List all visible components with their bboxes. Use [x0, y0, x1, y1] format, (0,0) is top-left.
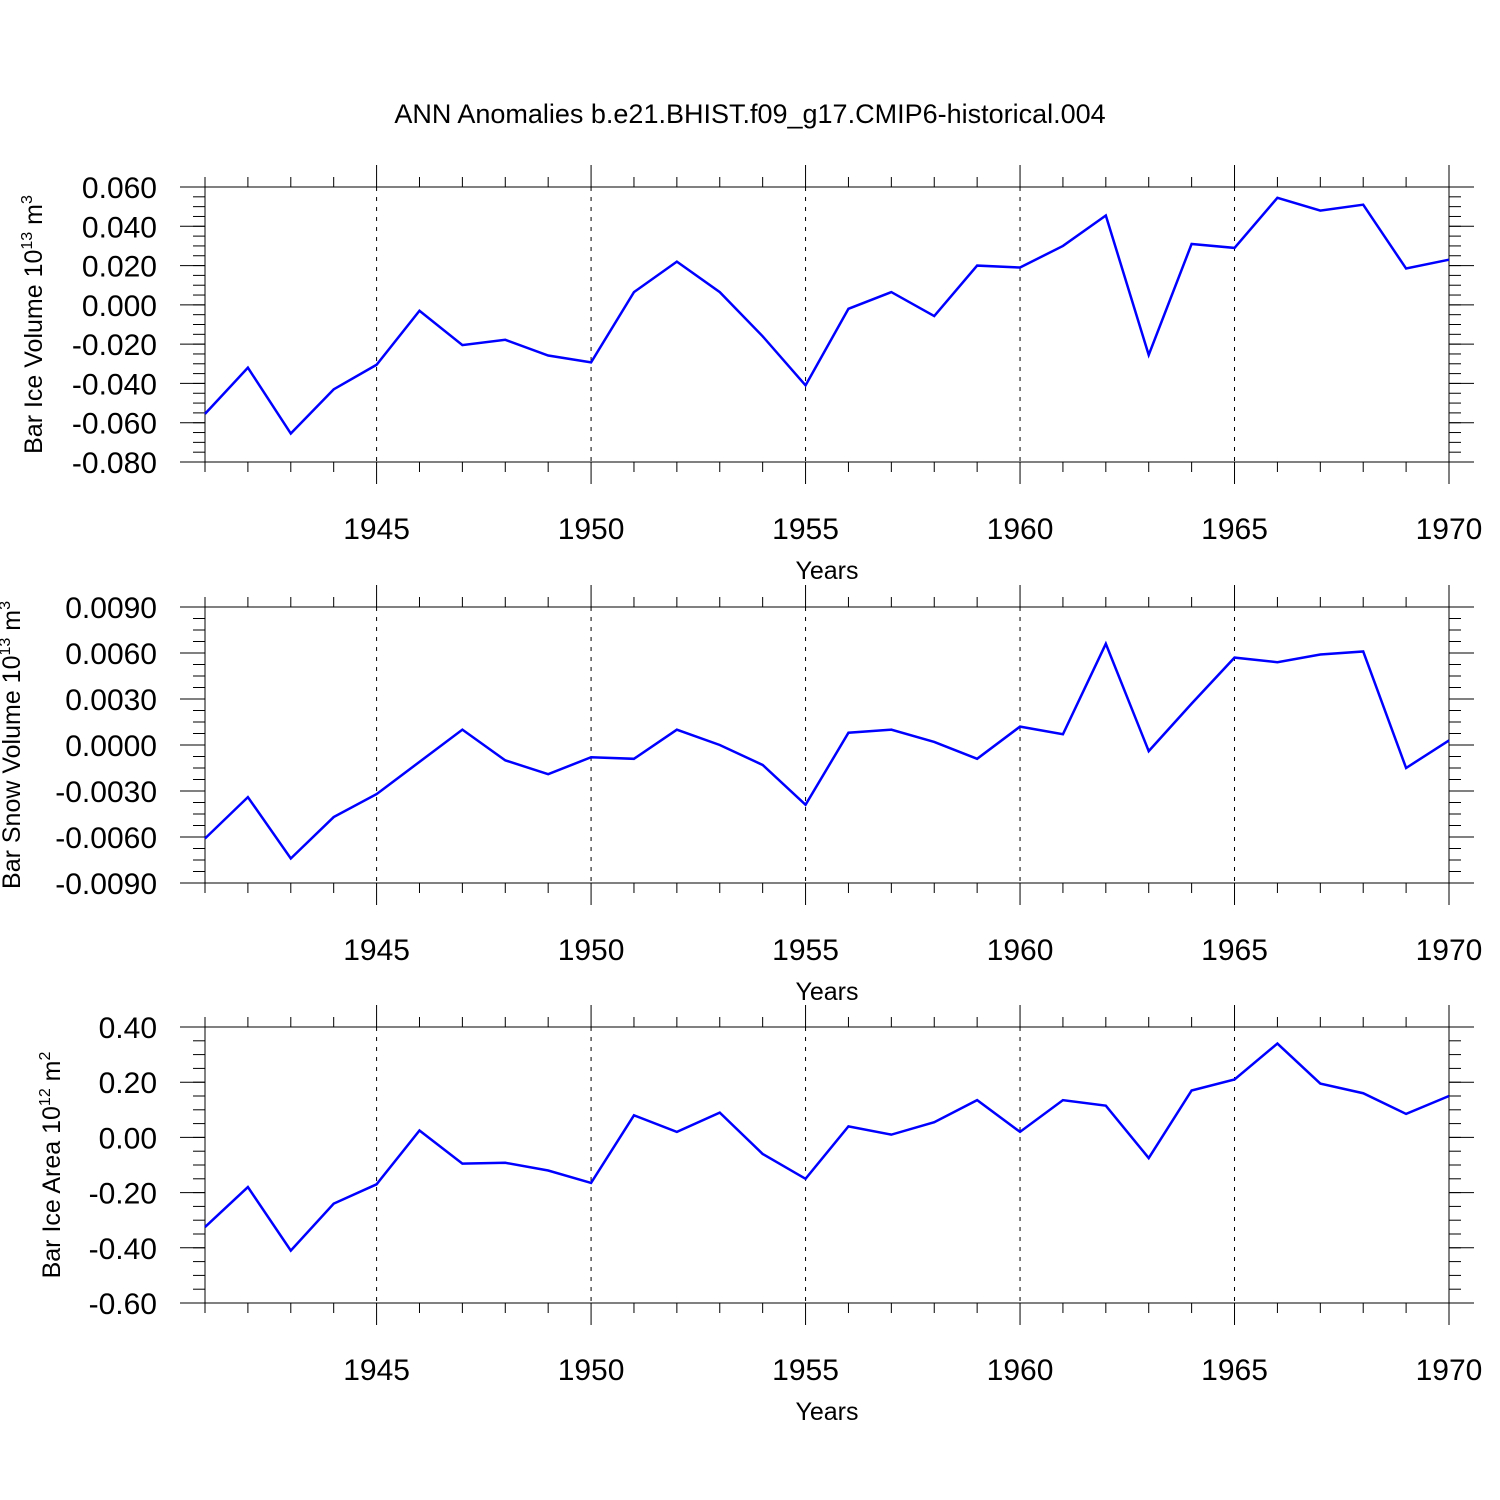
x-tick-label: 1950 [558, 1354, 625, 1387]
y-tick-label: -0.0030 [55, 776, 157, 809]
x-tick-label: 1950 [558, 934, 625, 967]
plot-frame [204, 606, 1450, 884]
y-tick-label: -0.60 [89, 1288, 157, 1321]
y-axis-label: Bar Ice Area 1012 m2 [37, 1052, 66, 1279]
y-tick-label: -0.0060 [55, 822, 157, 855]
y-axis-label-main: Bar Ice Volume 10 [20, 250, 48, 454]
y-axis-label-unit: m [0, 610, 26, 638]
x-tick-label: 1965 [1201, 513, 1268, 546]
x-tick-label: 1955 [772, 513, 839, 546]
y-tick-label: 0.0090 [65, 592, 157, 625]
y-axis-label-exp: 12 [37, 1088, 54, 1106]
series-line [204, 1041, 1450, 1253]
plot-frame [204, 186, 1450, 463]
x-tick-label: 1945 [343, 1354, 410, 1387]
x-axis-label: Years [795, 978, 858, 1006]
y-tick-label: -0.40 [89, 1233, 157, 1266]
x-tick-label: 1950 [558, 513, 625, 546]
x-axis-label: Years [795, 1398, 858, 1426]
x-tick-label: 1970 [1416, 513, 1483, 546]
y-tick-label: 0.060 [82, 172, 157, 205]
y-axis-label-main: Bar Ice Area 10 [38, 1106, 66, 1278]
x-tick-label: 1965 [1201, 934, 1268, 967]
y-tick-label: 0.0000 [65, 730, 157, 763]
x-axis-label: Years [795, 557, 858, 585]
panels: -0.080 -0.060 -0.040 -0.020 0.000 0.020 0.040 0… [0, 165, 1482, 1426]
x-tick-label: 1965 [1201, 1354, 1268, 1387]
x-tick-label: 1960 [987, 1354, 1054, 1387]
y-tick-label: 0.020 [82, 251, 157, 284]
y-axis-label-unit-exp: 3 [19, 195, 36, 204]
y-axis-label-main: Bar Snow Volume 10 [0, 656, 26, 889]
y-axis-label: Bar Snow Volume 1013 m3 [0, 601, 26, 889]
y-axis-label-exp: 13 [0, 638, 14, 656]
y-axis-label-unit: m [20, 204, 48, 232]
y-axis-label-unit-exp: 3 [0, 601, 14, 610]
x-tick-label: 1945 [343, 934, 410, 967]
y-tick-label: 0.0060 [65, 638, 157, 671]
y-tick-label: 0.000 [82, 290, 157, 323]
y-axis-label-unit-exp: 2 [37, 1052, 54, 1061]
chart-panel-3: -0.60 -0.40 -0.20 0.00 0.20 0.40 1945 1950 1955 1… [37, 1005, 1482, 1426]
figure-title: ANN Anomalies b.e21.BHIST.f09_g17.CMIP6-… [394, 99, 1105, 129]
series-line [204, 640, 1450, 861]
series-line [204, 196, 1450, 436]
y-tick-label: 0.20 [99, 1067, 157, 1100]
y-tick-label: -0.060 [72, 408, 157, 441]
x-tick-label: 1955 [772, 1354, 839, 1387]
x-tick-label: 1955 [772, 934, 839, 967]
y-tick-label: 0.040 [82, 211, 157, 244]
y-tick-label: 0.40 [99, 1012, 157, 1045]
y-tick-label: 0.0030 [65, 684, 157, 717]
y-tick-label: -0.080 [72, 447, 157, 480]
y-tick-label: -0.020 [72, 329, 157, 362]
y-tick-label: -0.040 [72, 368, 157, 401]
y-axis-label-exp: 13 [19, 232, 36, 250]
x-tick-label: 1970 [1416, 934, 1483, 967]
x-tick-label: 1945 [343, 513, 410, 546]
x-tick-label: 1960 [987, 513, 1054, 546]
y-tick-label: -0.0090 [55, 868, 157, 901]
y-axis-label-unit: m [38, 1061, 66, 1089]
chart-panel-1: -0.080 -0.060 -0.040 -0.020 0.000 0.020 0.040 0… [19, 165, 1482, 585]
y-tick-label: 0.00 [99, 1122, 157, 1155]
x-tick-label: 1970 [1416, 1354, 1483, 1387]
y-tick-label: -0.20 [89, 1178, 157, 1211]
chart-panel-2: -0.0090 -0.0060 -0.0030 0.0000 0.0030 0.0060 0… [0, 585, 1482, 1006]
y-axis-label: Bar Ice Volume 1013 m3 [19, 195, 48, 454]
x-tick-label: 1960 [987, 934, 1054, 967]
